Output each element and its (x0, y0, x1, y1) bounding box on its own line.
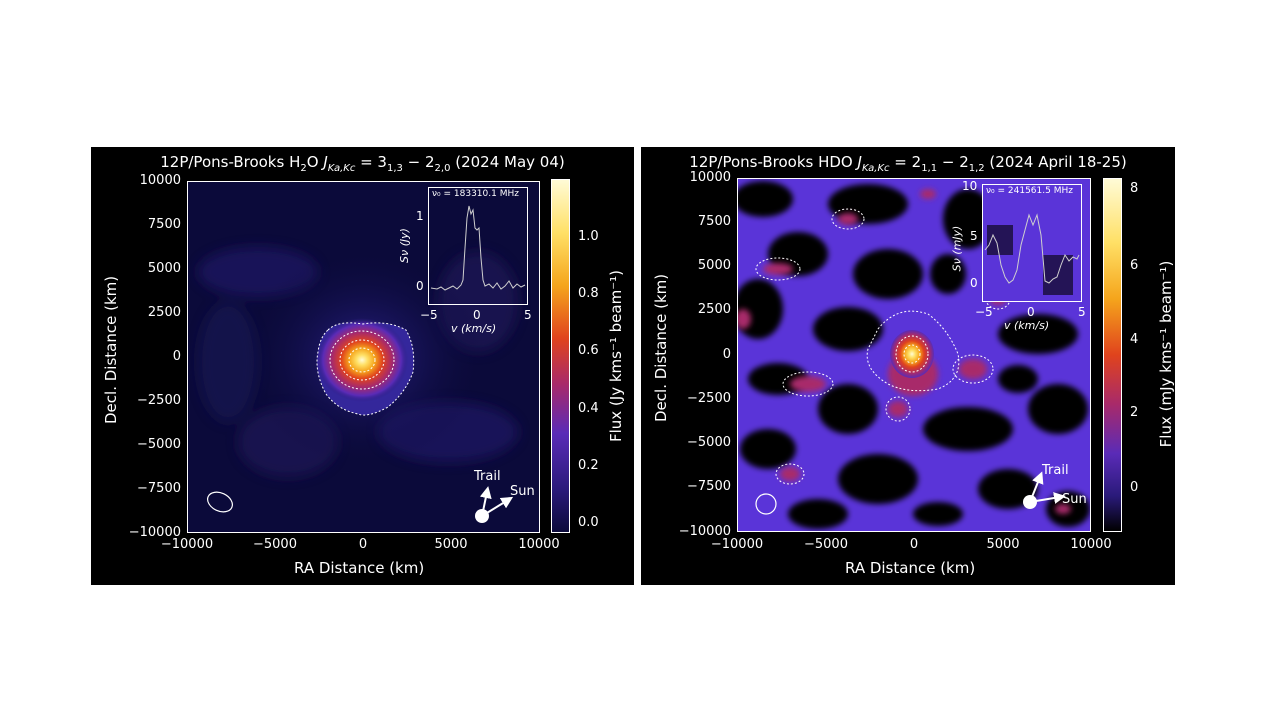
xtick: −5000 (253, 537, 297, 552)
ytick: −7500 (137, 481, 181, 496)
y-axis-label: Decl. Distance (km) (652, 273, 670, 422)
cbar-tick: 6 (1130, 258, 1139, 273)
xtick: 0 (358, 537, 368, 552)
inset-ytick: 0 (416, 279, 424, 293)
h2o-map: ν₀ = 183310.1 MHz 1 0 Sν (Jy) −5 0 5 v (… (187, 181, 540, 533)
spectrum-plot (430, 205, 526, 291)
ytick: 5000 (147, 261, 181, 276)
trail-label: Trail (474, 469, 501, 484)
sun-label: Sun (510, 484, 535, 499)
inset-xtick: 5 (1078, 305, 1086, 319)
inset-ytick: 10 (962, 179, 978, 193)
ytick: −2500 (137, 393, 181, 408)
ytick: 7500 (697, 214, 731, 229)
cbar-tick: 0.2 (578, 458, 599, 473)
xtick: 0 (909, 537, 919, 552)
cbar-label: Flux (mJy kms⁻¹ beam⁻¹) (1157, 260, 1175, 448)
cbar-tick: 0.4 (578, 401, 599, 416)
compass (475, 486, 514, 523)
beam-ellipse (207, 491, 233, 513)
cbar-tick: 8 (1130, 181, 1139, 196)
inset-xtick: 0 (473, 308, 481, 322)
sun-arrow (1029, 492, 1066, 504)
ytick: 5000 (697, 258, 731, 273)
cbar-tick: 0.8 (578, 286, 599, 301)
inset-frequency: ν₀ = 241561.5 MHz (986, 186, 1073, 196)
inset-ytick: 0 (970, 276, 978, 290)
cbar-label: Flux (Jy kms⁻¹ beam⁻¹) (607, 269, 625, 443)
hdo-spectrum-inset: ν₀ = 241561.5 MHz (982, 184, 1082, 302)
h2o-panel: 12P/Pons-Brooks H2O JKa,Kc = 31,3 − 22,0… (91, 147, 634, 585)
ytick: 2500 (147, 305, 181, 320)
sun-arrow (481, 496, 514, 517)
beam-ellipse (755, 493, 777, 515)
x-axis-label: RA Distance (km) (845, 559, 976, 577)
ytick: −10000 (678, 524, 731, 539)
sun-label: Sun (1062, 492, 1087, 507)
hdo-emission-map (738, 179, 1090, 531)
colorbar (551, 179, 570, 533)
cbar-tick: 4 (1130, 332, 1139, 347)
y-axis-label: Decl. Distance (km) (102, 275, 120, 424)
cbar-tick: 0 (1130, 480, 1139, 495)
ytick: −5000 (687, 435, 731, 450)
cbar-tick: 1.0 (578, 229, 599, 244)
hdo-map: ν₀ = 241561.5 MHz 10 5 0 Sν (mJy) −5 0 5… (737, 178, 1091, 532)
ytick: 0 (172, 349, 181, 364)
cbar-tick: 0.0 (578, 515, 599, 530)
cbar-tick: 2 (1130, 405, 1139, 420)
hdo-panel: 12P/Pons-Brooks HDO JKa,Kc = 21,1 − 21,2… (641, 147, 1175, 585)
xtick: 5000 (434, 537, 468, 552)
inset-xtick: −5 (975, 305, 993, 319)
ytick: −2500 (687, 391, 731, 406)
h2o-emission-map (188, 182, 539, 532)
ytick: −5000 (137, 437, 181, 452)
inset-ytick: 5 (970, 229, 978, 243)
xtick: 5000 (986, 537, 1020, 552)
trail-arrow (479, 486, 492, 517)
inset-ylabel: Sν (Jy) (397, 228, 411, 263)
xtick: −5000 (804, 537, 848, 552)
ytick: 2500 (697, 302, 731, 317)
inset-ylabel: Sν (mJy) (950, 225, 964, 272)
inset-xtick: −5 (420, 308, 438, 322)
trail-arrow (1029, 471, 1044, 503)
inset-frequency: ν₀ = 183310.1 MHz (432, 189, 519, 199)
inset-xlabel: v (km/s) (451, 322, 497, 335)
inset-ytick: 1 (416, 209, 424, 223)
xtick: −10000 (710, 537, 764, 552)
cbar-tick: 0.6 (578, 343, 599, 358)
ytick: 0 (722, 347, 731, 362)
panel-title: 12P/Pons-Brooks HDO JKa,Kc = 21,1 − 21,2… (689, 153, 1127, 174)
ytick: −10000 (128, 525, 181, 540)
ytick: 10000 (689, 170, 731, 185)
ytick: 10000 (139, 173, 181, 188)
xtick: 10000 (1070, 537, 1112, 552)
inset-xtick: 0 (1027, 305, 1035, 319)
ytick: 7500 (147, 217, 181, 232)
inset-xlabel: v (km/s) (1004, 319, 1050, 332)
xtick: 10000 (518, 537, 560, 552)
panel-title: 12P/Pons-Brooks H2O JKa,Kc = 31,3 − 22,0… (160, 153, 565, 174)
ytick: −7500 (687, 479, 731, 494)
h2o-spectrum-inset: ν₀ = 183310.1 MHz (428, 187, 528, 305)
compass (1023, 471, 1066, 509)
spectrum-plot (984, 213, 1080, 295)
trail-label: Trail (1042, 463, 1069, 478)
inset-xtick: 5 (524, 308, 532, 322)
colorbar (1103, 178, 1122, 532)
xtick: −10000 (160, 537, 214, 552)
x-axis-label: RA Distance (km) (294, 559, 425, 577)
